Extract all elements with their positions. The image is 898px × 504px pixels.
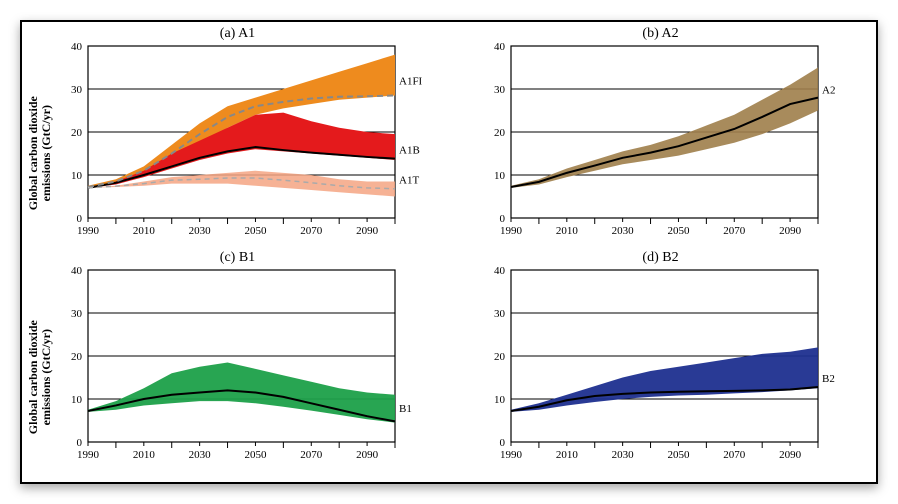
panel-title-a2: (b) A2 <box>642 26 678 42</box>
xtick-label: 2070 <box>300 225 323 237</box>
plot-b2: 010203040199020102030205020702090B2 <box>511 270 818 442</box>
chart-svg: 010203040199020102030205020702090A1FIA1B… <box>88 46 395 218</box>
ytick-label: 20 <box>494 351 506 363</box>
xtick-label: 2090 <box>356 225 379 237</box>
xtick-label: 2010 <box>556 449 579 461</box>
xtick-label: 2070 <box>300 449 323 461</box>
ytick-label: 10 <box>494 170 506 182</box>
ytick-label: 0 <box>77 437 83 449</box>
ylabel-b1: Global carbon dioxideemissions (GtC/yr) <box>27 292 53 462</box>
xtick-label: 2010 <box>556 225 579 237</box>
series-label-B2: B2 <box>822 373 835 385</box>
ytick-label: 0 <box>77 213 83 225</box>
xtick-label: 2070 <box>723 449 746 461</box>
series-label-A1B: A1B <box>399 145 420 157</box>
ytick-label: 30 <box>494 84 506 96</box>
xtick-label: 2030 <box>612 225 635 237</box>
series-label-A2: A2 <box>822 84 835 96</box>
band-B1 <box>88 362 395 422</box>
chart-svg: 010203040199020102030205020702090A2 <box>511 46 818 218</box>
plot-a2: 010203040199020102030205020702090A2 <box>511 46 818 218</box>
xtick-label: 2010 <box>133 449 156 461</box>
xtick-label: 1990 <box>500 225 523 237</box>
panel-b1: (c) B1 Global carbon dioxideemissions (G… <box>46 264 429 464</box>
ytick-label: 20 <box>494 127 506 139</box>
xtick-label: 1990 <box>77 449 100 461</box>
series-label-A1FI: A1FI <box>399 76 423 88</box>
xtick-label: 2090 <box>356 449 379 461</box>
xtick-label: 2010 <box>133 225 156 237</box>
chart-svg: 010203040199020102030205020702090B2 <box>511 270 818 442</box>
ytick-label: 0 <box>500 213 506 225</box>
chart-svg: 010203040199020102030205020702090B1 <box>88 270 395 442</box>
xtick-label: 2030 <box>612 449 635 461</box>
ytick-label: 30 <box>494 308 506 320</box>
xtick-label: 2050 <box>244 225 266 237</box>
ytick-label: 10 <box>71 394 83 406</box>
xtick-label: 2050 <box>667 225 690 237</box>
series-label-A1T: A1T <box>399 175 419 187</box>
ytick-label: 20 <box>71 127 83 139</box>
xtick-label: 1990 <box>500 449 523 461</box>
ylabel-line: emissions (GtC/yr) <box>40 68 53 238</box>
band-A2 <box>511 68 818 188</box>
ytick-label: 40 <box>71 265 83 277</box>
plot-a1: 010203040199020102030205020702090A1FIA1B… <box>88 46 395 218</box>
ytick-label: 40 <box>494 265 506 277</box>
ytick-label: 30 <box>71 308 83 320</box>
xtick-label: 2050 <box>667 449 690 461</box>
panel-title-b1: (c) B1 <box>220 250 255 266</box>
ytick-label: 30 <box>71 84 83 96</box>
xtick-label: 2050 <box>244 449 266 461</box>
panel-b2: (d) B2 010203040199020102030205020702090… <box>469 264 852 464</box>
panel-title-a1: (a) A1 <box>220 26 255 42</box>
band-A1FI <box>88 55 395 188</box>
series-label-B1: B1 <box>399 403 412 415</box>
xtick-label: 2090 <box>779 449 802 461</box>
ytick-label: 40 <box>494 41 506 53</box>
xtick-label: 2070 <box>723 225 746 237</box>
xtick-label: 2030 <box>189 449 212 461</box>
panel-title-b2: (d) B2 <box>642 250 678 266</box>
xtick-label: 2090 <box>779 225 802 237</box>
ytick-label: 10 <box>71 170 83 182</box>
xtick-label: 1990 <box>77 225 100 237</box>
xtick-label: 2030 <box>189 225 212 237</box>
panel-a2: (b) A2 010203040199020102030205020702090… <box>469 40 852 240</box>
panel-a1: (a) A1 Global carbon dioxideemissions (G… <box>46 40 429 240</box>
ytick-label: 20 <box>71 351 83 363</box>
ylabel-a1: Global carbon dioxideemissions (GtC/yr) <box>27 68 53 238</box>
plot-b1: 010203040199020102030205020702090B1 <box>88 270 395 442</box>
ytick-label: 10 <box>494 394 506 406</box>
ytick-label: 0 <box>500 437 506 449</box>
figure-container: (a) A1 Global carbon dioxideemissions (G… <box>20 20 878 484</box>
ytick-label: 40 <box>71 41 83 53</box>
ylabel-line: emissions (GtC/yr) <box>40 292 53 462</box>
